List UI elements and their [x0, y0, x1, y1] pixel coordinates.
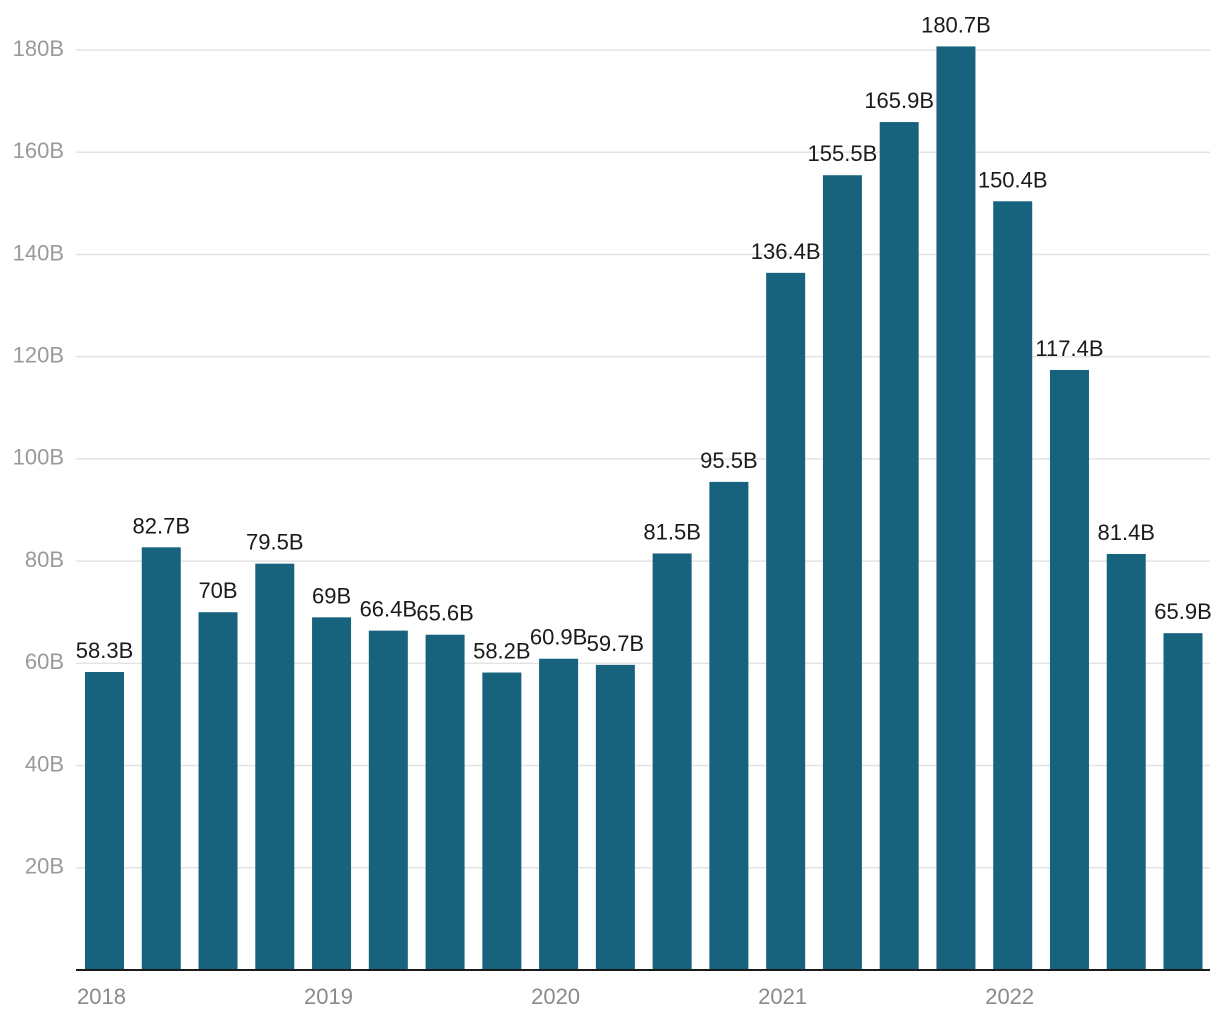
x-tick-label: 2019: [304, 984, 353, 1009]
y-tick-label: 100B: [13, 445, 64, 470]
bar: [425, 634, 465, 970]
bar-value-label: 117.4B: [1035, 336, 1103, 361]
bar-value-label: 150.4B: [978, 167, 1048, 192]
bar: [1049, 369, 1089, 970]
bar: [652, 553, 692, 970]
bar-value-label: 180.7B: [921, 12, 991, 37]
bar-value-label: 65.6B: [416, 601, 474, 626]
y-tick-label: 60B: [25, 649, 64, 674]
bar-value-label: 66.4B: [360, 597, 418, 622]
bar: [255, 563, 295, 970]
x-tick-label: 2022: [985, 984, 1034, 1009]
x-tick-label: 2021: [758, 984, 807, 1009]
bar: [1106, 553, 1146, 970]
y-tick-label: 120B: [13, 342, 64, 367]
bar: [879, 122, 919, 971]
bar: [936, 46, 976, 970]
bar-value-label: 79.5B: [246, 530, 304, 555]
bar: [595, 664, 635, 970]
bar: [822, 175, 862, 970]
x-tick-label: 2018: [77, 984, 126, 1009]
bar: [312, 617, 352, 970]
bar: [766, 272, 806, 970]
value-labels-layer: 58.3B 82.7B 70B 79.5B 69B 66.4B 65.6B 58.2B60.9…: [76, 12, 1212, 663]
bar-value-label: 70B: [198, 578, 237, 603]
y-tick-label: 80B: [25, 547, 64, 572]
bar-value-label: 65.9B: [1154, 599, 1212, 624]
y-tick-label: 160B: [13, 138, 64, 163]
bar-value-label: 81.4B: [1097, 520, 1155, 545]
y-tick-label: 20B: [25, 854, 64, 879]
bar-value-label: 58.3B: [76, 638, 134, 663]
x-axis-tick-labels: 2018 2019 2020 2021 2022: [77, 984, 1034, 1009]
bar-value-label: 59.7B: [587, 631, 645, 656]
bar: [85, 672, 124, 970]
bar-value-label: 136.4B: [751, 239, 821, 264]
y-tick-label: 140B: [13, 240, 64, 265]
x-tick-label: 2020: [531, 984, 580, 1009]
bar-value-label: 95.5B: [700, 448, 758, 473]
bar-value-label: 58.2B: [473, 639, 531, 664]
y-axis-tick-labels: 20B 40B 60B 80B 100B 120B 140B 160B 180B: [13, 36, 64, 879]
bar: [198, 612, 238, 970]
bar: [539, 658, 579, 970]
y-tick-label: 180B: [13, 36, 64, 61]
bars-layer: [85, 46, 1203, 971]
bar-value-label: 165.9B: [864, 88, 934, 113]
bar-value-label: 69B: [312, 583, 351, 608]
bar-value-label: 82.7B: [133, 513, 191, 538]
bar: [482, 672, 522, 970]
bar-value-label: 60.9B: [530, 625, 588, 650]
bar-value-label: 155.5B: [808, 141, 878, 166]
bar: [993, 201, 1033, 971]
bar: [141, 547, 181, 970]
y-tick-label: 40B: [25, 751, 64, 776]
bar: [1163, 633, 1203, 970]
bar: [709, 481, 749, 970]
bar-value-label: 81.5B: [643, 519, 701, 544]
bar: [368, 630, 408, 970]
